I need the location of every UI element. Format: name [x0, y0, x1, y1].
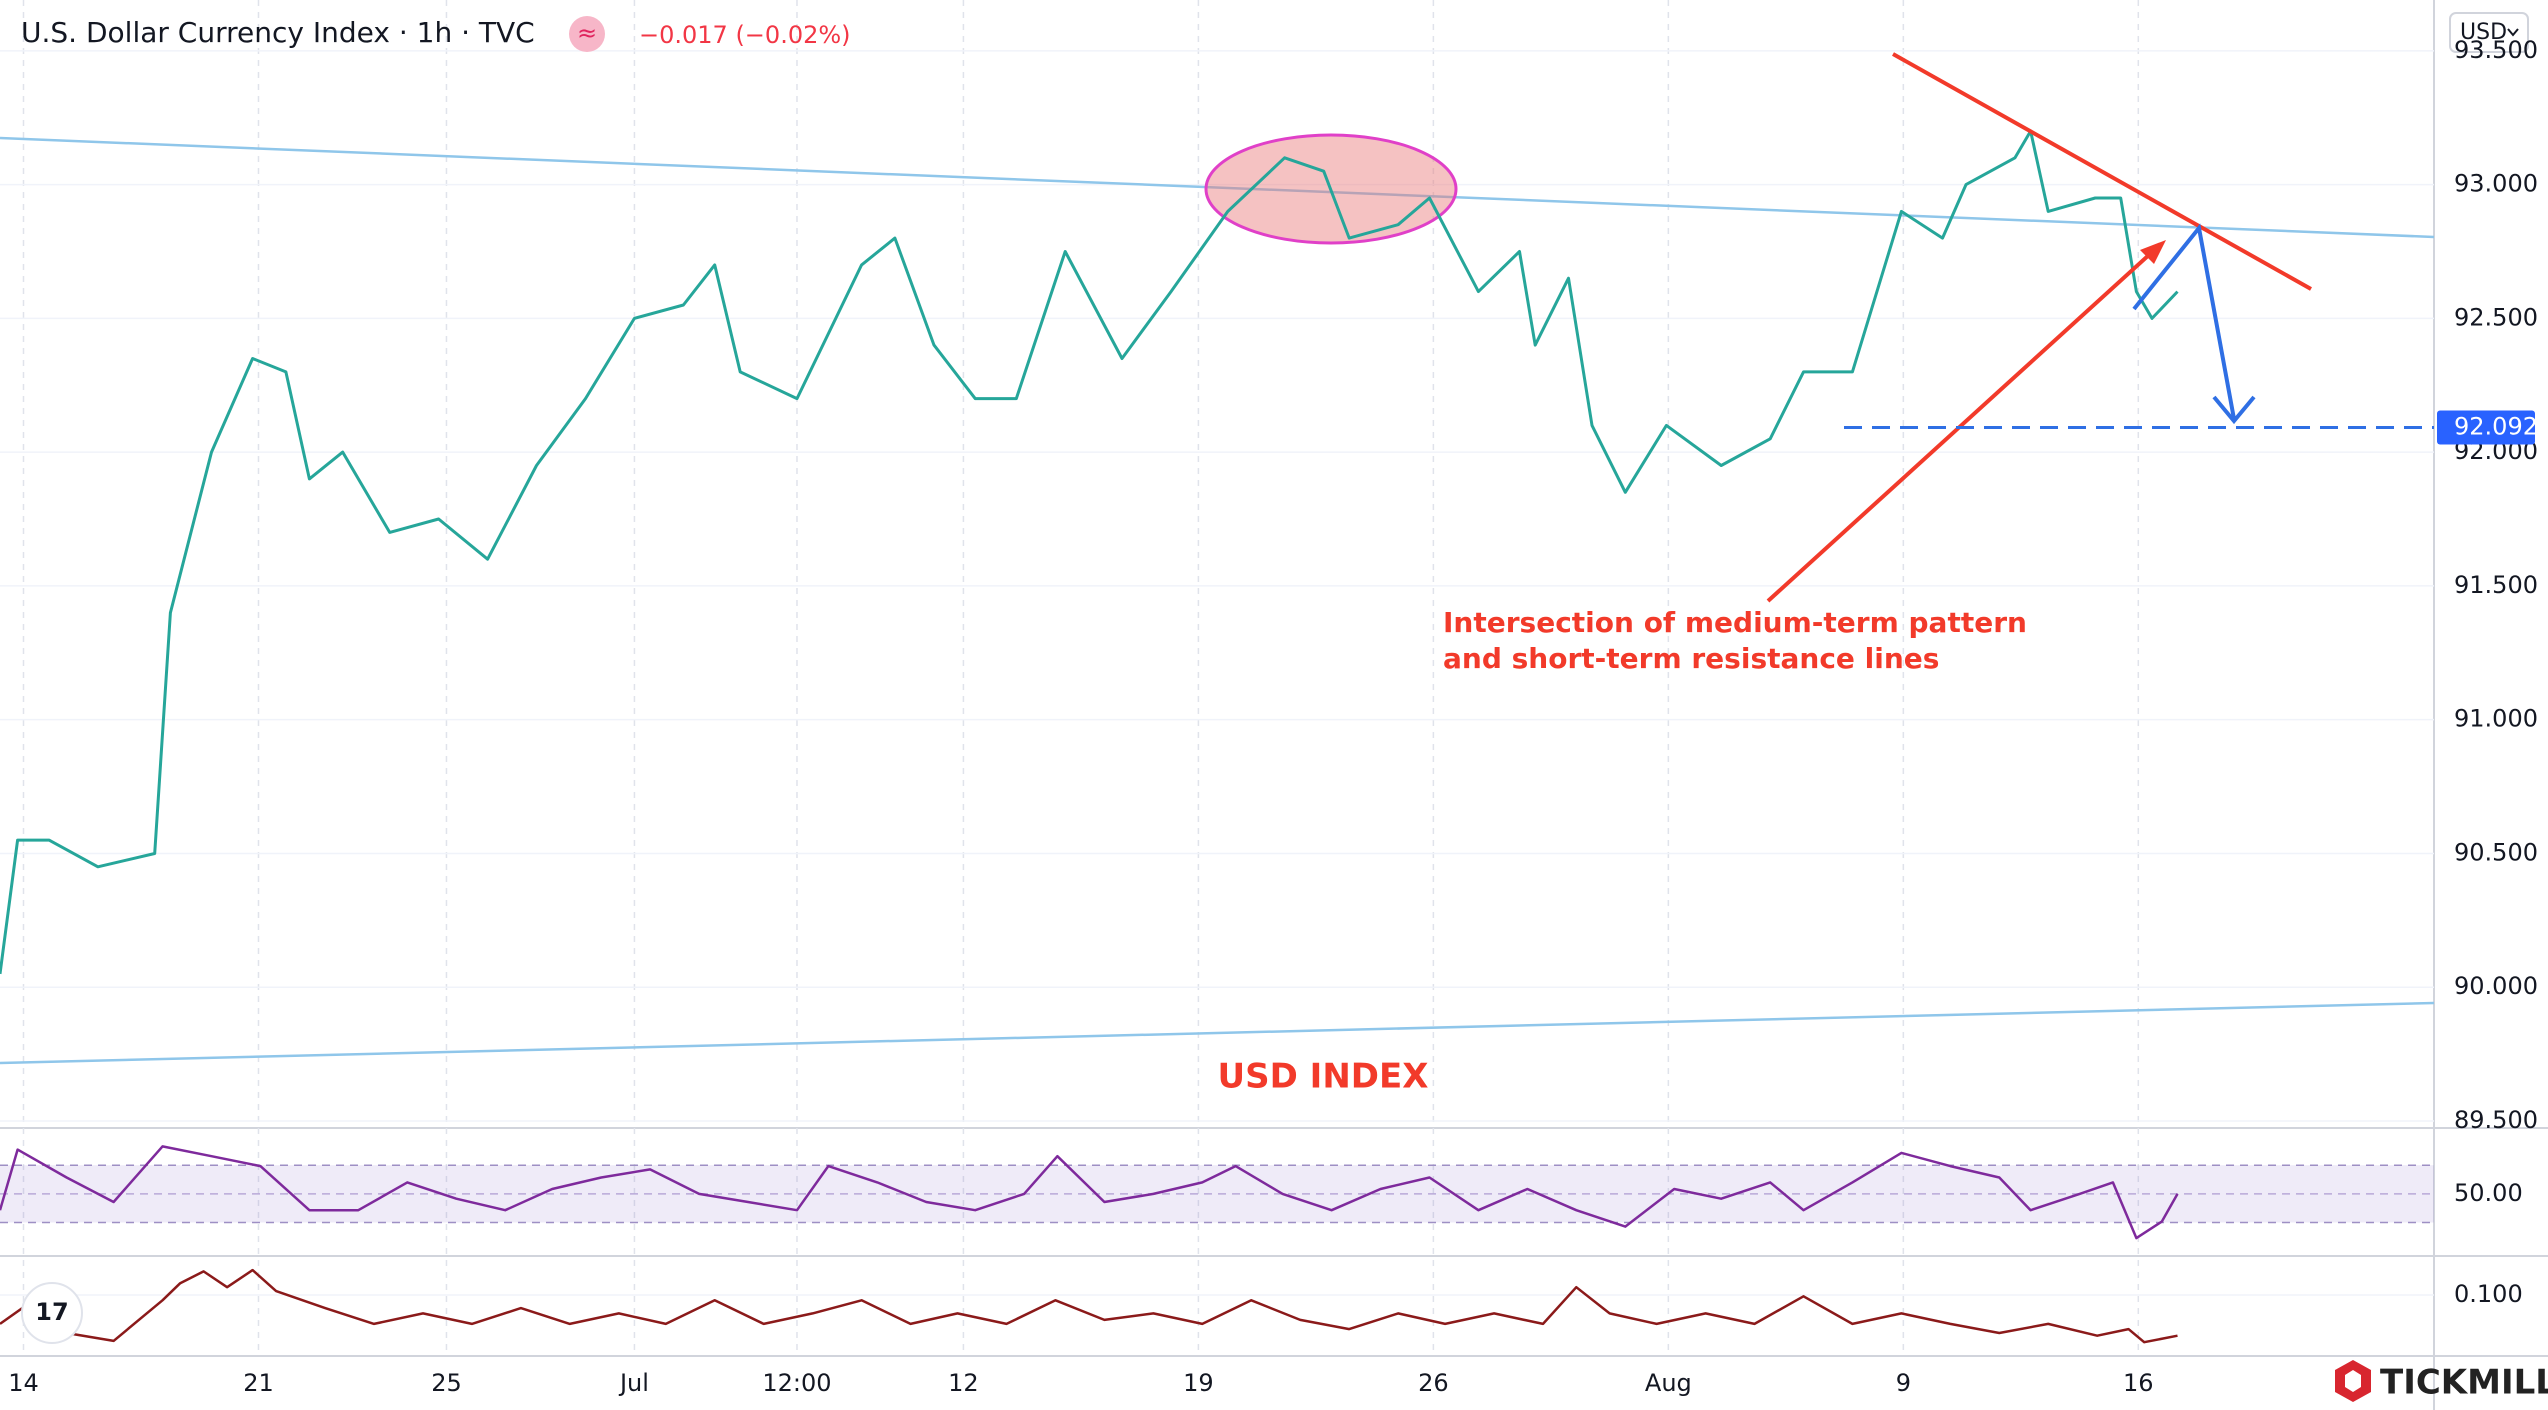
channel-bottom [0, 1001, 2435, 1065]
y-tick-label: 50.00 [2454, 1179, 2523, 1207]
x-tick-label: 14 [8, 1369, 39, 1397]
x-tick-label: 12:00 [762, 1369, 831, 1397]
indicator-line [0, 1268, 2178, 1344]
dropdown-caret [2507, 28, 2519, 37]
price-line [0, 129, 2179, 975]
tv-logo-glyph: 17 [35, 1298, 68, 1326]
y-tick-label: 91.000 [2454, 705, 2538, 733]
annotation: and short-term resistance lines [1443, 642, 1939, 675]
brand-name: TICKMILL [2380, 1363, 2548, 1403]
plots [0, 129, 2435, 1344]
indicator-line [0, 1145, 2179, 1240]
status-icon-glyph: ≈ [577, 19, 597, 47]
grid [0, 0, 2434, 1354]
price-label: 92.092 [2454, 413, 2538, 441]
currency-button[interactable] [2449, 12, 2529, 53]
status-icon [569, 16, 605, 52]
drawings [1766, 52, 2312, 603]
pointer-arrow-head [2140, 240, 2166, 264]
x-tick-label: 26 [1418, 1369, 1449, 1397]
y-tick-label: 89.500 [2454, 1106, 2538, 1134]
x-tick-label: 16 [2123, 1369, 2154, 1397]
x-tick-label: 9 [1896, 1369, 1911, 1397]
y-tick-label: 90.000 [2454, 972, 2538, 1000]
x-tick-label: 21 [243, 1369, 274, 1397]
forecast-arrow-head [2212, 395, 2256, 425]
y-tick-label: 91.500 [2454, 571, 2538, 599]
currency-label[interactable]: USD [2460, 20, 2507, 45]
chart-title: U.S. Dollar Currency Index · 1h · TVC [21, 16, 535, 49]
y-tick-label: 93.500 [2454, 36, 2538, 64]
x-tick-label: 12 [948, 1369, 979, 1397]
resistance-line [1892, 52, 2312, 291]
x-tick-label: Aug [1645, 1369, 1692, 1397]
price-change: −0.017 (−0.02%) [639, 21, 851, 49]
price-label-box [2437, 410, 2535, 445]
forecast-arrow [2132, 223, 2236, 420]
channel-top [0, 136, 2435, 239]
y-tick-label: 0.100 [2454, 1280, 2523, 1308]
rsi-pane [0, 1138, 2434, 1254]
annotation: Intersection of medium-term pattern [1443, 606, 2027, 639]
brand-logo-inner [2345, 1370, 2361, 1392]
chart-label: USD INDEX [1218, 1057, 1429, 1097]
x-tick-label: 19 [1183, 1369, 1214, 1397]
y-tick-label: 93.000 [2454, 170, 2538, 198]
x-tick-label: 25 [431, 1369, 462, 1397]
tv-logo [21, 1282, 83, 1344]
pointer-arrow [1766, 242, 2163, 603]
y-tick-label: 92.500 [2454, 303, 2538, 331]
x-tick-label: Jul [618, 1369, 649, 1397]
y-tick-label: 90.500 [2454, 838, 2538, 866]
